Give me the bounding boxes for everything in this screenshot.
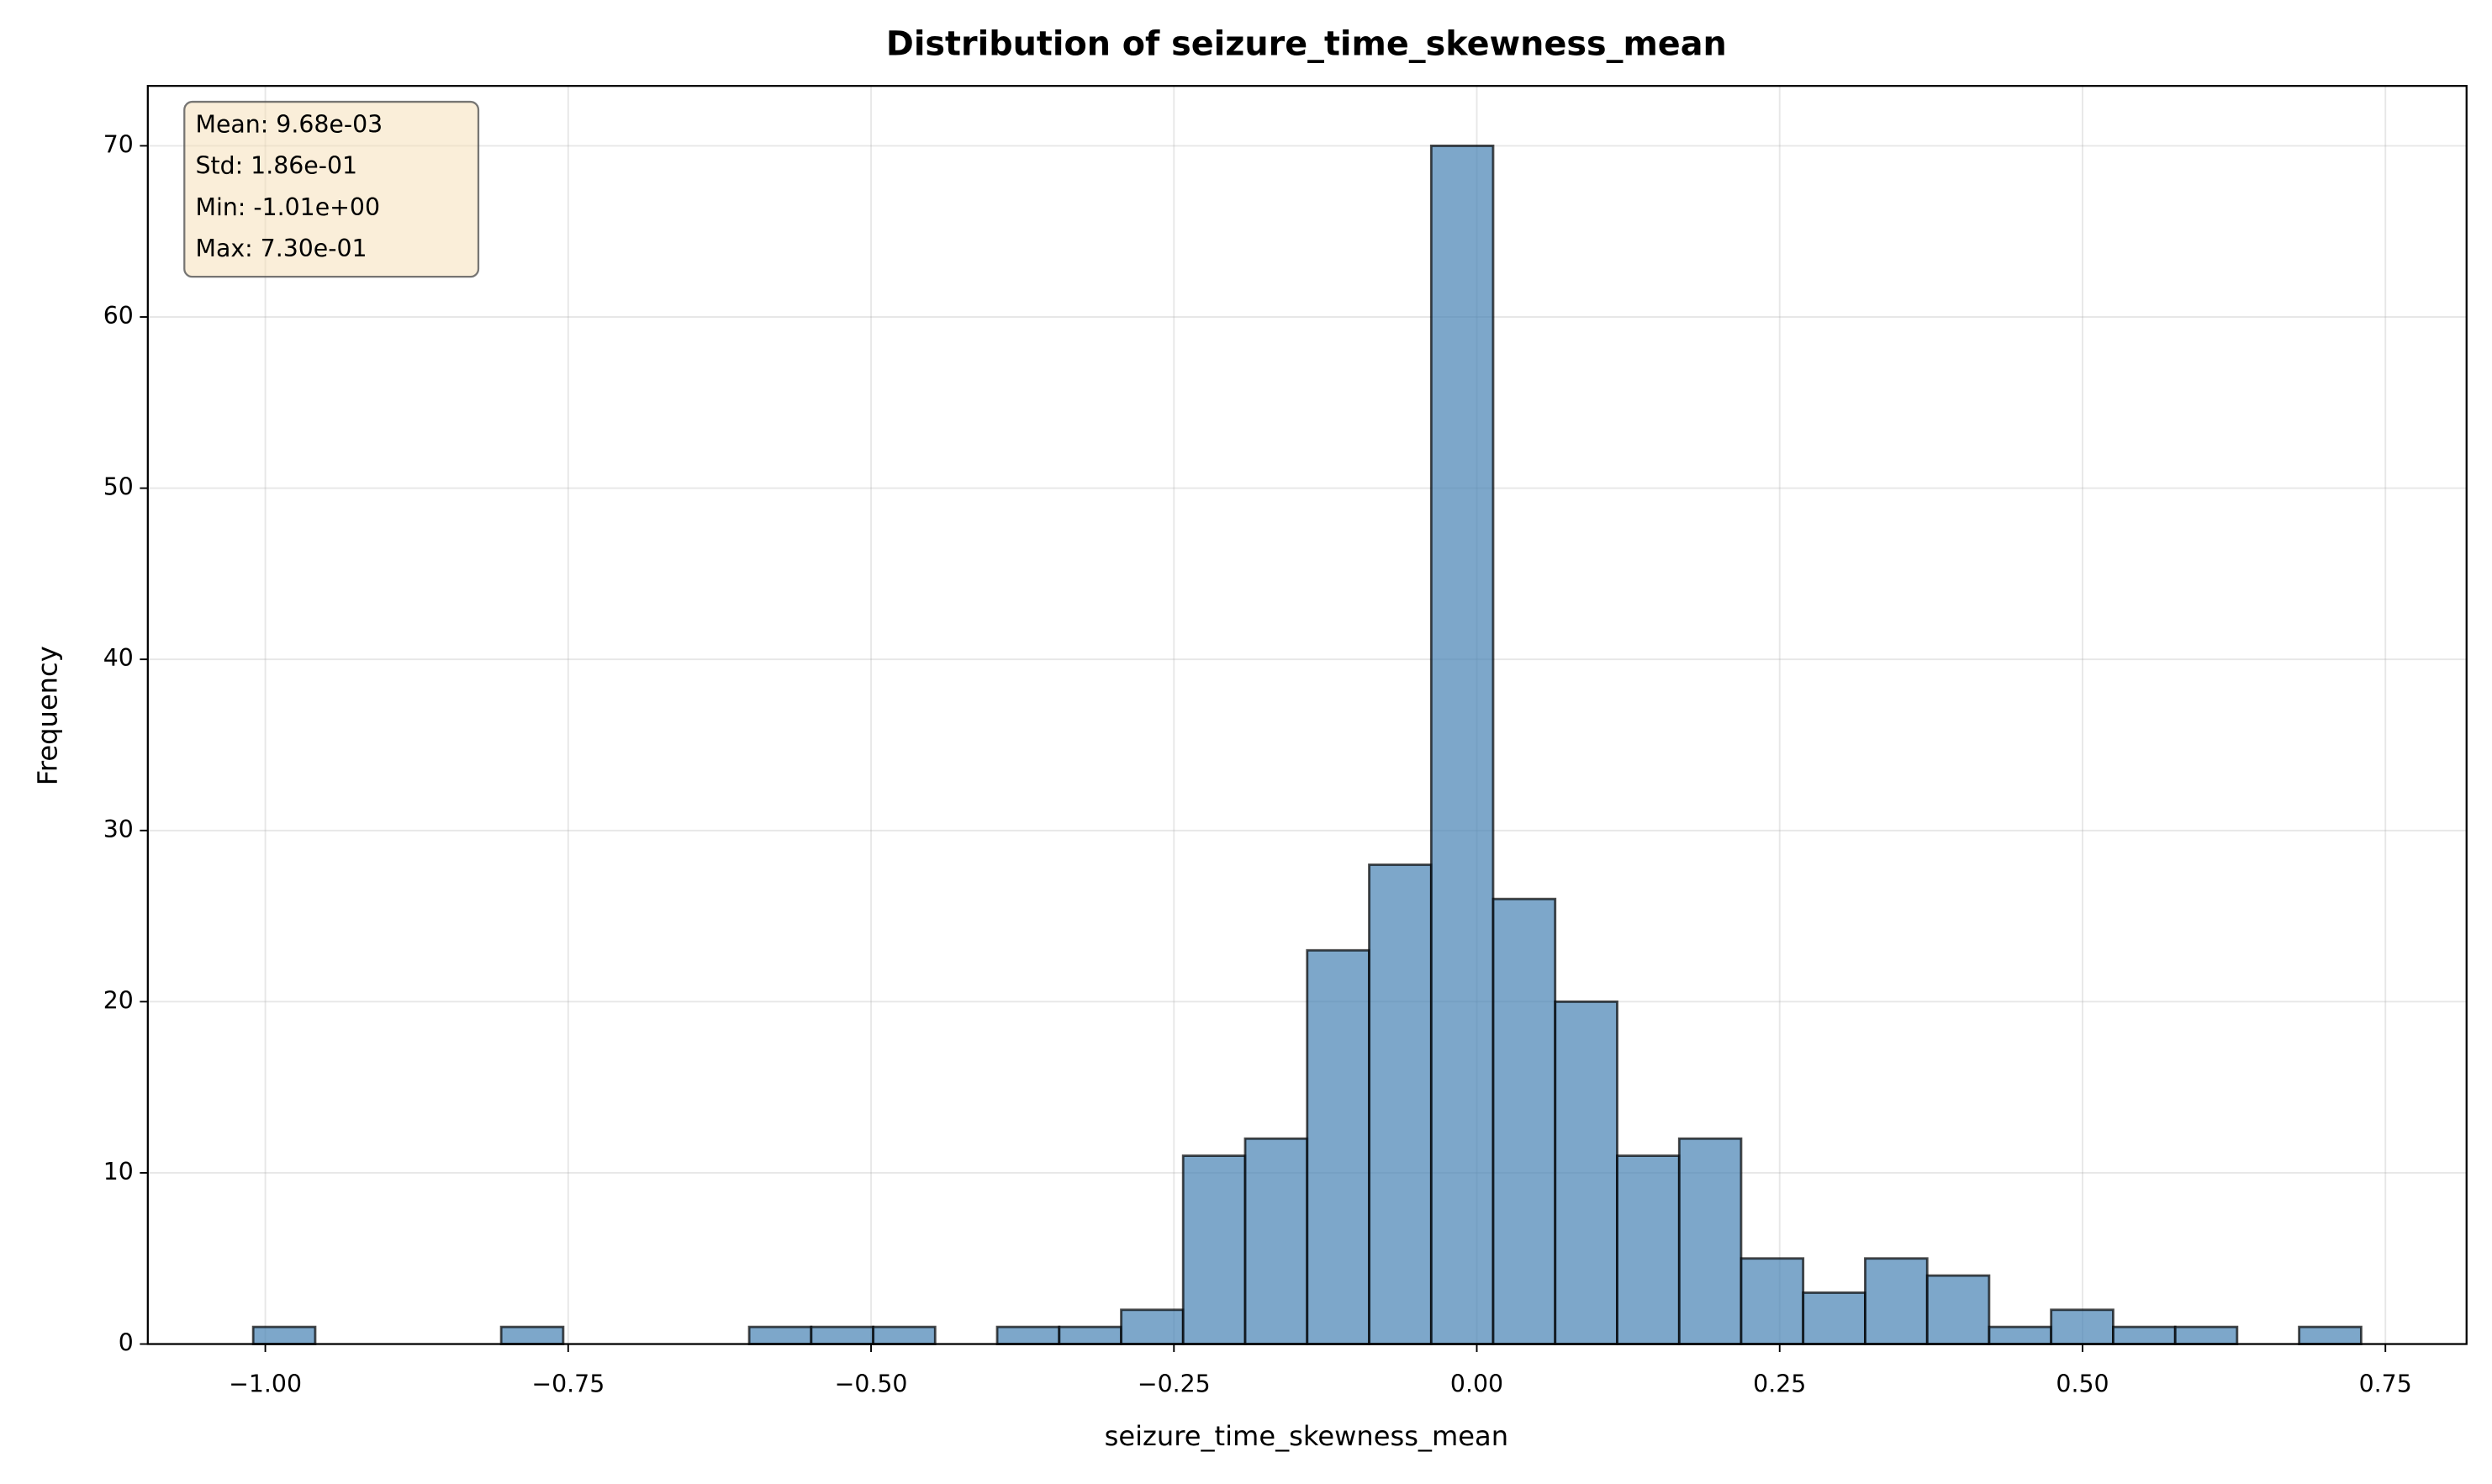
y-tick-label: 10 xyxy=(103,1158,134,1186)
bar xyxy=(747,1325,813,1345)
bar xyxy=(1988,1325,2053,1345)
y-tick-label: 0 xyxy=(119,1329,134,1357)
x-tick-label: 0.50 xyxy=(2056,1370,2109,1398)
y-tick-label: 60 xyxy=(103,302,134,330)
y-tick-label: 40 xyxy=(103,644,134,672)
bar xyxy=(2298,1325,2363,1345)
chart-title: Distribution of seizure_time_skewness_me… xyxy=(886,24,1727,63)
bar xyxy=(1181,1154,1247,1345)
bar xyxy=(872,1325,937,1345)
bar xyxy=(1802,1291,1866,1345)
bar xyxy=(1925,1274,1991,1345)
bar xyxy=(1058,1325,1123,1345)
bar xyxy=(1554,1000,1618,1345)
y-tick-label: 30 xyxy=(103,816,134,843)
stats-box xyxy=(183,100,480,278)
y-tick-label: 50 xyxy=(103,473,134,501)
stats-text: Min: -1.01e+00 xyxy=(196,193,380,221)
x-tick-label: 0.25 xyxy=(1753,1370,1806,1398)
stats-text: Std: 1.86e-01 xyxy=(196,152,358,180)
x-tick-label: −0.75 xyxy=(531,1370,605,1398)
x-tick-label: 0.75 xyxy=(2359,1370,2412,1398)
bar xyxy=(1616,1154,1681,1345)
stats-text: Mean: 9.68e-03 xyxy=(196,110,383,138)
x-axis-label: seizure_time_skewness_mean xyxy=(1105,1420,1508,1452)
bar xyxy=(1492,897,1557,1345)
bar xyxy=(810,1325,875,1345)
x-tick-label: −0.25 xyxy=(1138,1370,1211,1398)
x-tick-label: −1.00 xyxy=(229,1370,302,1398)
plot-frame xyxy=(146,85,2468,1345)
y-tick-label: 20 xyxy=(103,986,134,1014)
bar xyxy=(251,1325,317,1345)
bar xyxy=(1740,1257,1805,1345)
bar xyxy=(1368,863,1433,1345)
stats-text: Max: 7.30e-01 xyxy=(196,235,367,262)
bar xyxy=(1306,948,1370,1345)
bar xyxy=(1864,1257,1929,1345)
bar xyxy=(1429,144,1495,1345)
x-tick-label: −0.50 xyxy=(835,1370,908,1398)
bar xyxy=(1120,1308,1185,1345)
y-tick-label: 70 xyxy=(103,130,134,158)
bar xyxy=(499,1325,565,1345)
bar xyxy=(2173,1325,2239,1345)
x-tick-label: 0.00 xyxy=(1450,1370,1503,1398)
bar xyxy=(1677,1137,1743,1345)
bar xyxy=(2050,1308,2115,1345)
bar xyxy=(1243,1137,1309,1345)
y-axis-label: Frequency xyxy=(32,646,64,785)
bar xyxy=(995,1325,1061,1345)
bar xyxy=(2112,1325,2177,1345)
